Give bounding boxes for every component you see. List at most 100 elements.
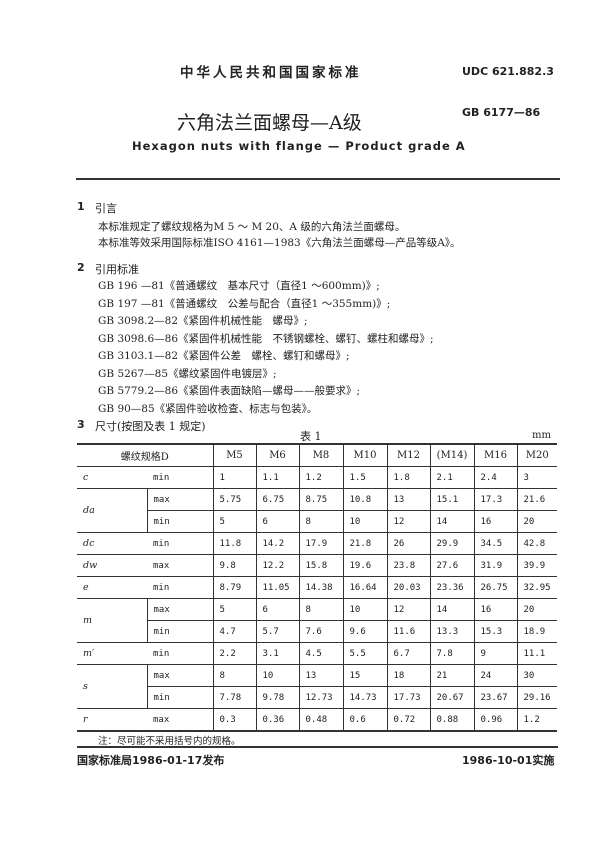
value-cell: 20.67 [429, 686, 474, 709]
value-cell: 6.7 [386, 642, 430, 665]
value-cell: 5.75 [212, 488, 256, 511]
value-cell: 0.6 [342, 708, 387, 732]
value-cell: 16 [473, 510, 517, 533]
section-3-number: 3 [77, 418, 85, 431]
value-cell: 0.88 [429, 708, 474, 732]
value-cell: 10 [342, 598, 387, 621]
table-row: s max 8 10 13 15 18 21 24 30 [77, 664, 557, 709]
value-cell: 27.6 [429, 554, 474, 577]
symbol-cell: s [77, 664, 147, 709]
value-cell: 20 [516, 510, 557, 533]
table-row: m′ min 2.2 3.1 4.5 5.5 6.7 7.8 9 11.1 [77, 642, 557, 665]
limit-cell: min [147, 642, 213, 665]
value-cell: 15.1 [429, 488, 474, 511]
limit-cell: min [147, 576, 213, 599]
value-cell: 23.36 [429, 576, 474, 599]
symbol-cell: e [77, 576, 147, 599]
value-cell: 12.73 [298, 686, 343, 709]
column-header: M10 [342, 443, 387, 467]
value-cell: 5 [212, 598, 256, 621]
value-cell: 1.2 [298, 466, 343, 489]
value-cell: 9 [473, 642, 517, 665]
column-header: M12 [386, 443, 430, 467]
value-cell: 10.8 [342, 488, 387, 511]
reference-item: GB 3098.6—86《紧固件机械性能 不锈钢螺栓、螺钉、螺柱和螺母》; [98, 332, 434, 345]
value-cell: 20 [516, 598, 557, 621]
limit-cell: max [147, 708, 213, 732]
value-cell: 31.9 [473, 554, 517, 577]
intro-line-1: 本标准规定了螺纹规格为M 5 ～ M 20、A 级的六角法兰面螺母。 [98, 221, 406, 233]
udc-number: UDC 621.882.3 [462, 65, 554, 78]
limit-cell: min [147, 466, 213, 489]
section-2-number: 2 [77, 261, 85, 274]
standard-number: GB 6177—86 [462, 106, 541, 119]
symbol-cell: dc [77, 532, 147, 555]
section-1-title: 引言 [95, 202, 117, 215]
value-cell: 15.8 [298, 554, 343, 577]
value-cell: 2.4 [473, 466, 517, 489]
value-cell: 0.96 [473, 708, 517, 732]
column-header: M20 [516, 443, 557, 467]
reference-item: GB 3098.2—82《紧固件机械性能 螺母》; [98, 315, 308, 327]
value-cell: 29.9 [429, 532, 474, 555]
value-cell: 26.75 [473, 576, 517, 599]
value-cell: 21.8 [342, 532, 387, 555]
symbol-cell: m [77, 598, 147, 643]
english-title: Hexagon nuts with flange — Product grade… [132, 139, 466, 153]
intro-line-2: 本标准等效采用国际标准ISO 4161—1983《六角法兰面螺母—产品等级A》。 [98, 237, 461, 249]
issue-date: 国家标准局1986-01-17发布 [77, 754, 225, 767]
table-note: 注：尽可能不采用括号内的规格。 [98, 736, 241, 747]
effective-date: 1986-10-01实施 [462, 754, 555, 767]
value-cell: 1.5 [342, 466, 387, 489]
value-cell: 4.7 [212, 620, 256, 643]
table-row: r max 0.3 0.36 0.48 0.6 0.72 0.88 0.96 1.2 [77, 708, 557, 732]
value-cell: 3.1 [255, 642, 299, 665]
value-cell: 14.73 [342, 686, 387, 709]
value-cell: 2.2 [212, 642, 256, 665]
value-cell: 15 [342, 664, 387, 687]
value-cell: 11.1 [516, 642, 557, 665]
value-cell: 14.38 [298, 576, 343, 599]
column-header: M16 [473, 443, 517, 467]
table-caption: 表 1 [300, 430, 322, 443]
value-cell: 39.9 [516, 554, 557, 577]
reference-item: GB 90—85《紧固件验收检查、标志与包装》。 [98, 402, 318, 415]
table-row: dc min 11.8 14.2 17.9 21.8 26 29.9 34.5 42.8 [77, 532, 557, 555]
symbol-cell: m′ [77, 642, 147, 665]
issuing-body: 中华人民共和国国家标准 [180, 65, 362, 81]
value-cell: 9.8 [212, 554, 256, 577]
reference-item: GB 196 —81《普通螺纹 基本尺寸（直径1 ～600mm)》; [98, 280, 380, 292]
value-cell: 7.6 [298, 620, 343, 643]
value-cell: 23.67 [473, 686, 517, 709]
value-cell: 21 [429, 664, 474, 687]
column-header: M8 [298, 443, 343, 467]
header-divider [76, 178, 560, 180]
limit-cell: min [147, 532, 213, 555]
reference-item: GB 5779.2—86《紧固件表面缺陷—螺母——般要求》; [98, 385, 361, 397]
symbol-cell: c [77, 466, 147, 489]
value-cell: 10 [342, 510, 387, 533]
footer-divider [77, 746, 558, 748]
value-cell: 5 [212, 510, 256, 533]
value-cell: 0.72 [386, 708, 430, 732]
reference-item: GB 3103.1—82《紧固件公差 螺栓、螺钉和螺母》; [98, 350, 350, 362]
value-cell: 12 [386, 510, 430, 533]
value-cell: 14.2 [255, 532, 299, 555]
value-cell: 5.7 [255, 620, 299, 643]
reference-item: GB 5267—85《螺纹紧固件电镀层》; [98, 367, 277, 380]
value-cell: 17.9 [298, 532, 343, 555]
symbol-cell: da [77, 488, 147, 533]
limit-cell: min [146, 510, 213, 533]
value-cell: 11.6 [386, 620, 430, 643]
value-cell: 10 [255, 664, 299, 687]
value-cell: 19.6 [342, 554, 387, 577]
value-cell: 29.16 [516, 686, 557, 709]
limit-cell: min [146, 686, 213, 709]
table-row: m max 5 6 8 10 12 14 16 20 [77, 598, 557, 643]
value-cell: 0.36 [255, 708, 299, 732]
table-row: e min 8.79 11.05 14.38 16.64 20.03 23.36 26.75 32… [77, 576, 557, 599]
value-cell: 3 [516, 466, 557, 489]
table-row: c min 1 1.1 1.2 1.5 1.8 2.1 2.4 3 [77, 466, 557, 489]
value-cell: 7.78 [212, 686, 256, 709]
value-cell: 8 [298, 510, 343, 533]
